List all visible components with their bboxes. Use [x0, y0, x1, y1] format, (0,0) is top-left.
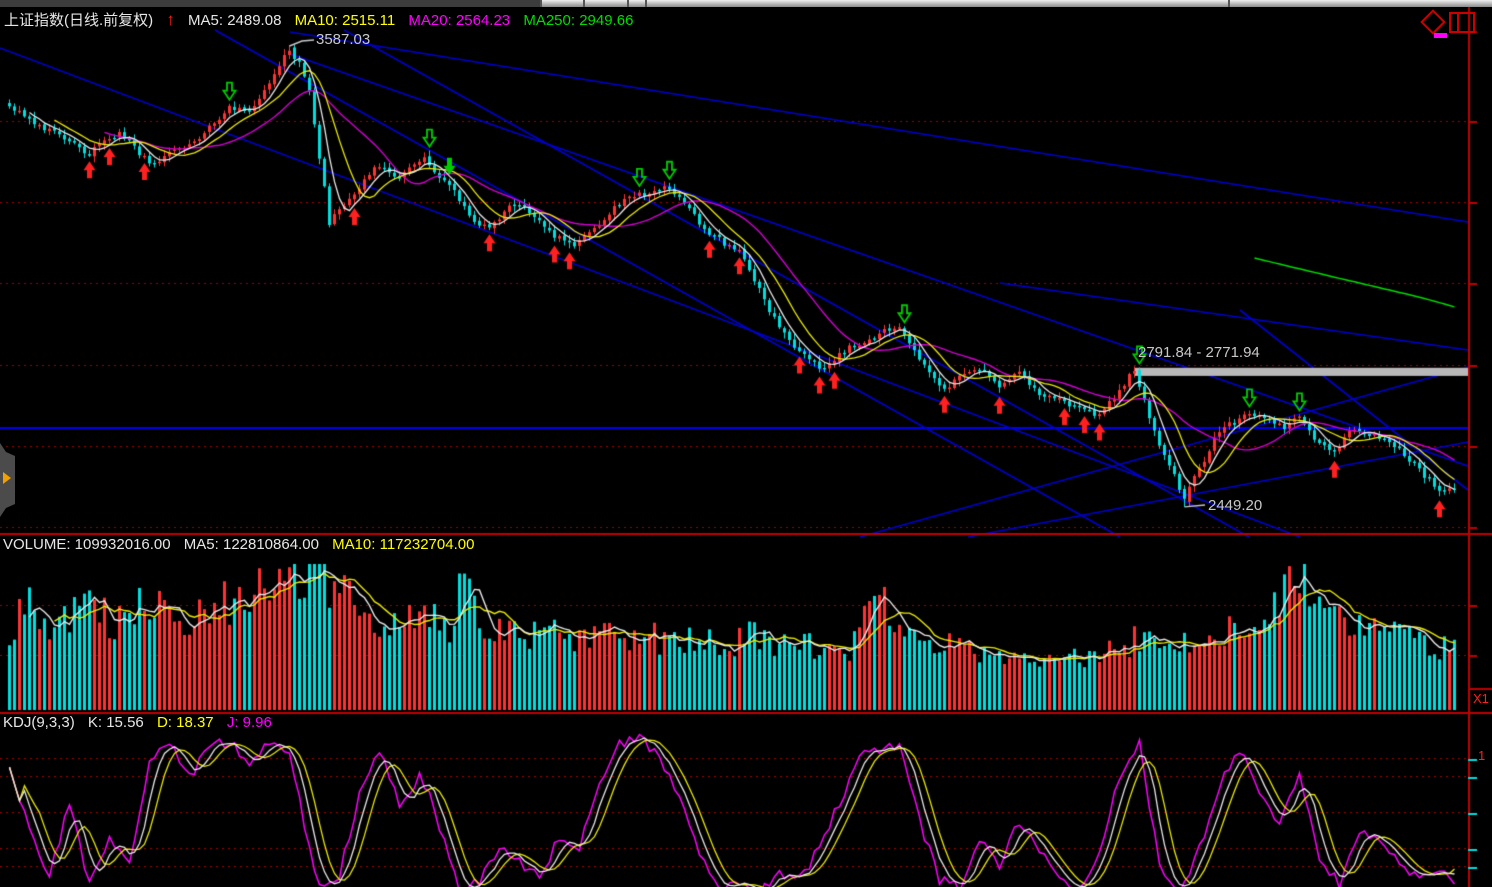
splitter-notch	[645, 0, 647, 7]
minimize-dash-icon[interactable]	[1434, 33, 1447, 38]
top-splitter-bar[interactable]	[0, 0, 1492, 7]
kdj-k-value: K: 15.56	[87, 714, 144, 731]
ma250-value: MA250: 2949.66	[523, 12, 634, 29]
splitter-notch	[627, 0, 629, 7]
splitter-notch	[540, 0, 542, 7]
sidebar-expand-tab[interactable]	[0, 443, 15, 517]
up-arrow-icon: ↑	[166, 10, 175, 29]
peak-price-label: 3587.03	[316, 31, 371, 48]
kdj-d-value: D: 18.37	[156, 714, 214, 731]
expand-arrow-icon	[3, 472, 11, 484]
splitter-notch	[583, 0, 585, 7]
ma10-value: MA10: 2515.11	[294, 12, 396, 29]
symbol-title[interactable]: 上证指数(日线.前复权)	[4, 12, 154, 29]
ma5-value: MA5: 2489.08	[188, 12, 282, 29]
volume-ma10-value: MA10: 117232704.00	[332, 536, 475, 553]
volume-ma5-value: MA5: 122810864.00	[183, 536, 319, 553]
kdj-header: KDJ(9,3,3) K: 15.56 D: 18.37 J: 9.96	[3, 714, 281, 731]
kdj-indicator-name[interactable]: KDJ(9,3,3)	[3, 714, 75, 731]
kdj-scale-label: 1	[1478, 748, 1486, 763]
splitter-track	[0, 0, 540, 7]
low-price-label: 2449.20	[1208, 497, 1263, 514]
zoom-scale-x1-button[interactable]: X1	[1473, 691, 1489, 706]
volume-header: VOLUME: 109932016.00 MA5: 122810864.00 M…	[3, 536, 483, 553]
volume-value[interactable]: VOLUME: 109932016.00	[3, 536, 171, 553]
split-window-icon[interactable]	[1449, 12, 1475, 33]
ma20-value: MA20: 2564.23	[408, 12, 511, 29]
kdj-j-value: J: 9.96	[226, 714, 272, 731]
splitter-notch	[1228, 0, 1230, 7]
resistance-band-label: 2791.84 - 2771.94	[1138, 344, 1260, 361]
main-chart-header: 上证指数(日线.前复权) ↑ MA5: 2489.08 MA10: 2515.1…	[4, 9, 642, 30]
